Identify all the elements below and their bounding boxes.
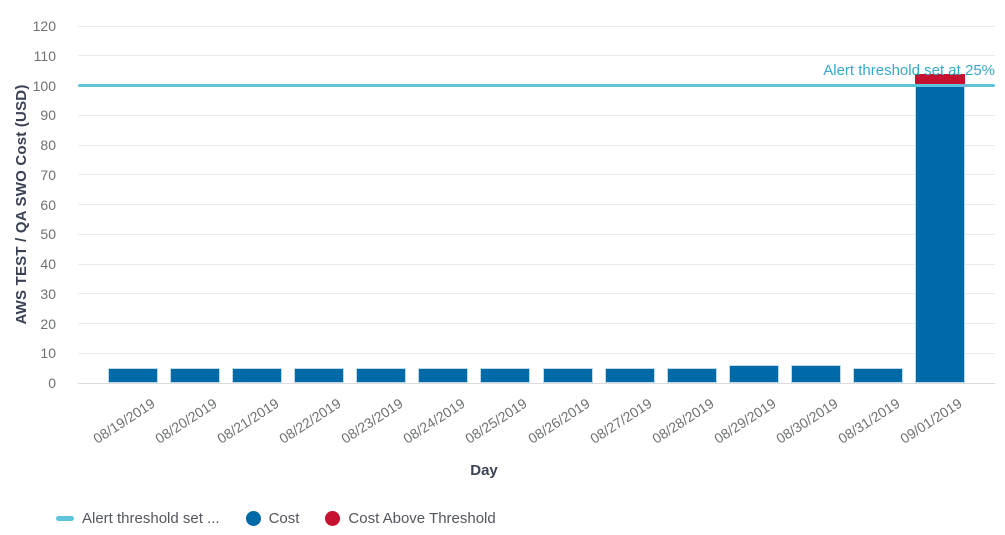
bar-cost-above-threshold[interactable] — [914, 73, 965, 86]
bar-cost[interactable] — [790, 365, 841, 383]
y-axis-tick-labels: 0 10 20 30 40 50 60 70 80 90 100 110 120 — [0, 18, 66, 391]
x-axis-tick-labels: 08/19/2019 08/20/2019 08/21/2019 08/22/2019… — [78, 389, 995, 451]
gridline — [78, 114, 995, 116]
legend-label: Cost Above Threshold — [348, 509, 496, 527]
bar-cost[interactable] — [418, 368, 469, 383]
bar-cost[interactable] — [480, 368, 531, 383]
legend: Alert threshold set ... Cost Cost Above Th… — [56, 506, 496, 530]
legend-label: Cost — [268, 509, 300, 527]
bar-cost[interactable] — [914, 85, 965, 383]
legend-line-swatch — [56, 515, 74, 521]
y-tick-label: 40 — [40, 256, 56, 272]
y-tick-label: 80 — [40, 137, 56, 153]
legend-circle-swatch — [245, 510, 261, 526]
y-tick-label: 10 — [40, 345, 56, 362]
gridline — [78, 352, 995, 354]
y-tick-label: 0 — [48, 375, 56, 391]
gridline — [78, 263, 995, 265]
bar-cost[interactable] — [356, 368, 407, 383]
legend-item-cost[interactable]: Cost — [245, 509, 300, 527]
gridline — [78, 55, 995, 57]
gridline — [78, 233, 995, 235]
bar-cost[interactable] — [604, 368, 655, 383]
gridline — [78, 293, 995, 295]
gridline — [78, 25, 995, 27]
bar-cost[interactable] — [728, 365, 779, 383]
plot-area: Alert threshold set at 25% — [78, 25, 995, 384]
bars-layer — [78, 26, 995, 383]
legend-item-alert-threshold-set[interactable]: Alert threshold set ... — [56, 510, 220, 527]
bar-cost[interactable] — [294, 368, 345, 383]
legend-label: Alert threshold set ... — [82, 509, 220, 527]
bar-cost[interactable] — [666, 368, 717, 383]
bar-cost[interactable] — [232, 368, 283, 383]
y-tick-label: 110 — [33, 47, 56, 64]
alert-threshold-line — [78, 84, 995, 87]
y-tick-label: 60 — [40, 196, 56, 213]
y-tick-label: 70 — [40, 166, 56, 183]
legend-item-cost-above-threshold[interactable]: Cost Above Threshold — [325, 509, 496, 527]
gridline — [78, 204, 995, 205]
gridline — [78, 144, 995, 146]
legend-circle-swatch — [325, 510, 341, 526]
bar-cost[interactable] — [108, 368, 159, 383]
y-tick-label: 30 — [40, 285, 56, 302]
y-tick-label: 20 — [40, 315, 56, 332]
y-tick-label: 100 — [32, 77, 56, 94]
y-tick-label: 50 — [40, 226, 56, 243]
bar-cost[interactable] — [852, 368, 903, 383]
bar-cost[interactable] — [170, 368, 221, 383]
gridline — [78, 174, 995, 176]
gridline — [78, 323, 995, 324]
alert-threshold-annotation: Alert threshold set at 25% — [823, 61, 995, 79]
y-tick-label: 120 — [32, 18, 56, 34]
x-axis-title: Day — [470, 462, 498, 479]
y-tick-label: 90 — [40, 107, 56, 124]
bar-cost[interactable] — [542, 368, 593, 383]
gridline — [78, 382, 995, 384]
